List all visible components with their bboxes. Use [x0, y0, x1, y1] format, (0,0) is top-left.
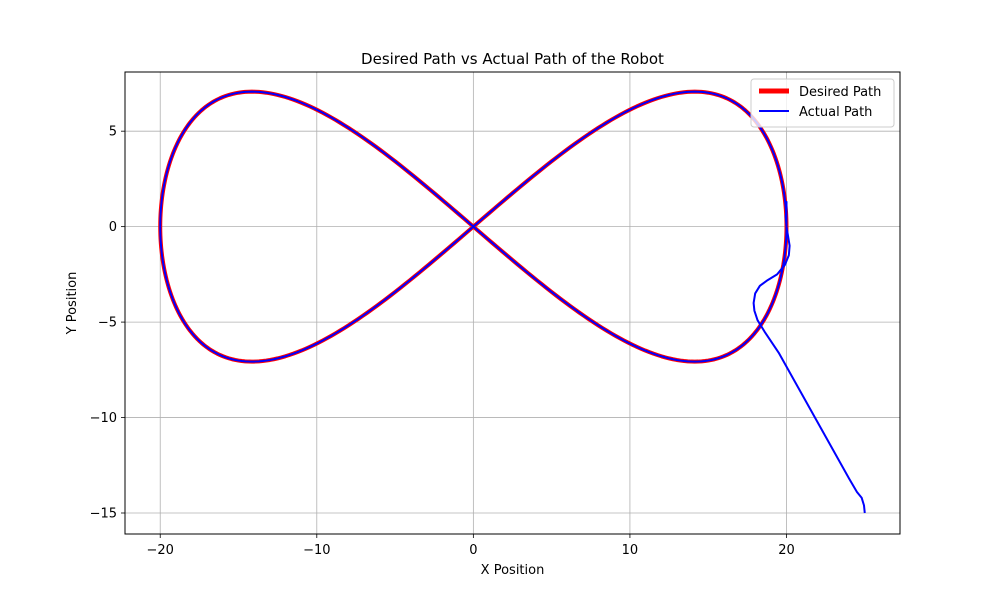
x-tick-label: 10 — [622, 543, 639, 558]
x-axis-label: X Position — [481, 563, 545, 578]
y-tick-label: −5 — [98, 316, 117, 331]
legend-label-desired-path: Desired Path — [799, 85, 881, 100]
x-tick-label: −10 — [303, 543, 330, 558]
chart-title: Desired Path vs Actual Path of the Robot — [361, 50, 664, 68]
y-axis-label: Y Position — [65, 272, 80, 336]
series-line-actual-path — [159, 90, 866, 514]
legend-label-actual-path: Actual Path — [799, 105, 872, 120]
grid — [125, 72, 900, 534]
x-tick-label: −20 — [147, 543, 174, 558]
y-tick-label: −15 — [90, 507, 117, 522]
y-tick-label: 0 — [109, 220, 117, 235]
ticks: −20 −10 0 10 20 5 0 −5 −10 −15 — [90, 125, 795, 558]
y-tick-label: 5 — [109, 125, 117, 140]
x-tick-label: 20 — [778, 543, 795, 558]
y-tick-label: −10 — [90, 411, 117, 426]
x-tick-label: 0 — [469, 543, 477, 558]
legend: Desired Path Actual Path — [750, 78, 895, 128]
series-layer — [158, 89, 866, 514]
plot-frame — [124, 71, 901, 535]
